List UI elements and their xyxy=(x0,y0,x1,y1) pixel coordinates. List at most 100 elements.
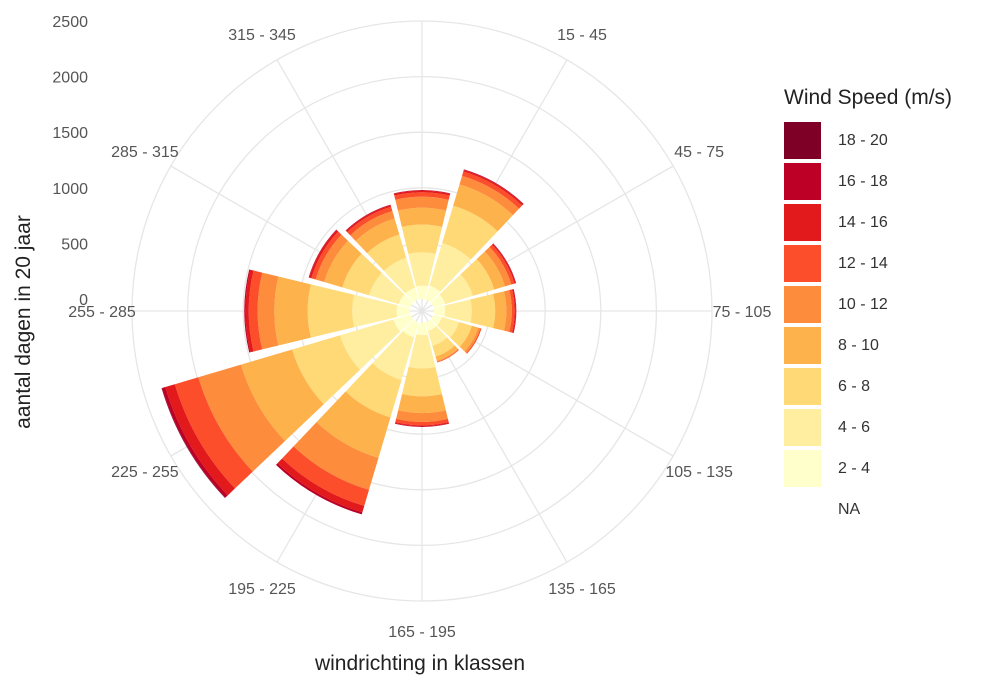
wedge-segment xyxy=(292,335,361,405)
radial-tick-label: 500 xyxy=(61,236,88,253)
wedge-segment xyxy=(245,269,254,353)
wedge-segment xyxy=(395,418,449,426)
wedge-segment xyxy=(393,190,451,194)
legend-title: Wind Speed (m/s) xyxy=(784,86,953,109)
wedge-segment xyxy=(355,218,400,254)
direction-label: 285 - 315 xyxy=(111,144,179,161)
wedge-segment xyxy=(345,363,402,418)
legend-swatch xyxy=(784,163,821,200)
wedge-segment xyxy=(240,349,324,441)
direction-label: 165 - 195 xyxy=(388,624,456,641)
wedge-segment xyxy=(340,319,401,370)
wedge-segment xyxy=(248,270,263,352)
wedge-segment xyxy=(398,294,414,308)
wedge-segment xyxy=(512,289,516,333)
wedge-segment xyxy=(435,345,458,361)
y-axis-label: aantal dagen in 20 jaar xyxy=(12,215,35,429)
wedge-segment xyxy=(442,205,498,260)
legend-label: 12 - 14 xyxy=(838,254,888,272)
legend-item: 18 - 20 xyxy=(784,120,997,161)
legend-item: 2 - 4 xyxy=(784,448,997,489)
radial-tick-label: 2000 xyxy=(52,70,88,87)
legend-items: 18 - 20 16 - 18 14 - 16 12 - 14 10 - 12 8 - 1… xyxy=(784,120,997,530)
wedge-segment xyxy=(459,175,520,216)
direction-label: 45 - 75 xyxy=(674,144,724,161)
wedge-segment xyxy=(393,314,414,332)
radial-tick-label: 0 xyxy=(79,292,88,309)
wedge-segment xyxy=(408,334,436,369)
wedge-segment xyxy=(293,422,379,490)
wedge-segment xyxy=(165,384,236,496)
wedge-segment xyxy=(430,314,443,326)
wedge-segment xyxy=(436,348,459,362)
wedge-segment xyxy=(425,285,441,303)
wind-rose-bars xyxy=(161,169,524,515)
wedge-segment xyxy=(342,253,382,296)
wedge-segment xyxy=(489,244,515,285)
legend-swatch xyxy=(784,368,821,405)
wedge-segment xyxy=(257,272,279,350)
legend-label: 14 - 16 xyxy=(838,213,888,231)
wedge-segment xyxy=(394,423,450,427)
legend-swatch xyxy=(784,286,821,323)
direction-label: 15 - 45 xyxy=(557,27,607,44)
wedge-segment xyxy=(352,294,398,328)
radial-tick-label: 1500 xyxy=(52,125,88,142)
wedge-segment xyxy=(462,171,523,209)
wedge-segment xyxy=(396,410,448,422)
direction-label: 195 - 225 xyxy=(228,581,296,598)
legend-swatch xyxy=(784,327,821,364)
wedge-segment xyxy=(429,242,471,292)
wedge-segment xyxy=(244,269,251,353)
wedge-segment xyxy=(307,284,355,338)
direction-labels: 345 - 15 15 - 45 45 - 75 75 - 105 105 - 135 1… xyxy=(68,0,771,641)
legend-label: NA xyxy=(838,500,861,518)
wedge-segment xyxy=(493,291,507,331)
wedge-segment xyxy=(402,367,442,397)
wedge-segment xyxy=(416,285,428,300)
wedge-segment xyxy=(450,321,472,347)
wedge-segment xyxy=(460,259,495,296)
legend-swatch xyxy=(784,245,821,282)
wedge-segment xyxy=(394,192,450,200)
wedge-segment xyxy=(430,294,446,308)
legend-label: 6 - 8 xyxy=(838,377,871,395)
wedge-segment xyxy=(274,276,311,346)
wedge-segment xyxy=(509,289,515,333)
polar-grid xyxy=(131,20,713,602)
wedge-segment xyxy=(162,387,228,498)
wedge-segment xyxy=(372,330,415,381)
wedge-segment xyxy=(403,319,419,338)
legend-swatch xyxy=(784,122,821,159)
wedge-segment xyxy=(309,230,339,279)
x-axis-label: windrichting in klassen xyxy=(314,652,526,675)
wedge-segment xyxy=(433,305,446,317)
wedge-segment xyxy=(401,224,443,254)
wedge-segment xyxy=(453,184,513,232)
wedge-segment xyxy=(315,234,348,283)
wedge-segment xyxy=(503,290,512,332)
legend-label: 8 - 10 xyxy=(838,336,879,354)
legend-item: 8 - 10 xyxy=(784,325,997,366)
legend-swatch xyxy=(784,204,821,241)
wedge-segment xyxy=(466,328,482,354)
direction-label: 315 - 345 xyxy=(228,27,296,44)
radial-tick-labels: 0 500 1000 1500 2000 2500 xyxy=(52,14,88,309)
legend-swatch xyxy=(784,450,821,487)
wedge-segment xyxy=(484,246,512,287)
wedge-segment xyxy=(444,299,472,323)
wedge-segment xyxy=(347,206,393,236)
wedge-segment xyxy=(345,205,392,233)
wedge-segment xyxy=(408,252,436,287)
legend: Wind Speed (m/s) 18 - 20 16 - 18 14 - 16 12… xyxy=(784,86,997,530)
wedge-segment xyxy=(464,327,481,353)
wedge-segment xyxy=(439,274,473,305)
wedge-segment xyxy=(368,272,405,305)
wedge-segment xyxy=(476,251,505,290)
legend-item: 10 - 12 xyxy=(784,284,997,325)
radial-tick-label: 2500 xyxy=(52,14,88,31)
wedge-segment xyxy=(513,288,517,334)
legend-label: 10 - 12 xyxy=(838,295,888,313)
wedge-segment xyxy=(316,391,391,458)
